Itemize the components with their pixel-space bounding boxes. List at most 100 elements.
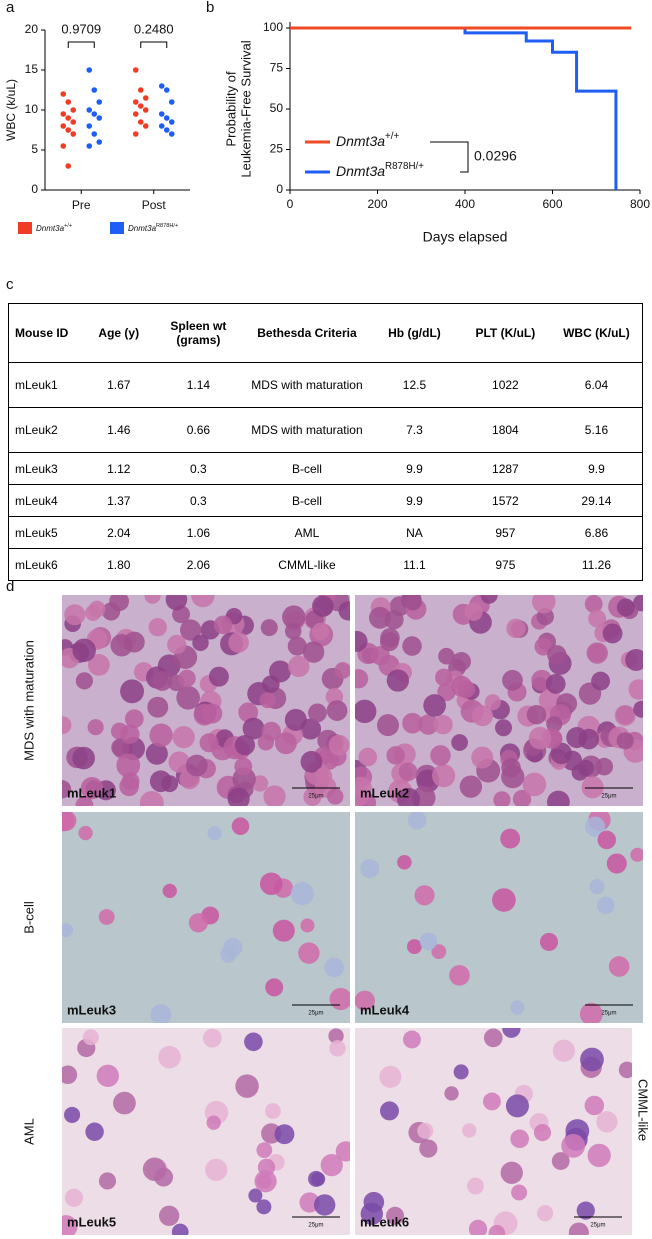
- image-label: mLeuk5: [67, 1214, 116, 1229]
- table-cell: 0.3: [151, 484, 245, 517]
- cell: [62, 812, 77, 831]
- cell: [328, 1028, 344, 1044]
- cell: [528, 726, 552, 750]
- cell: [287, 636, 307, 656]
- gene-name: Dnmt3a: [336, 133, 385, 149]
- cell: [587, 1143, 611, 1168]
- y-tick-label: 0: [31, 182, 38, 196]
- cell: [98, 909, 115, 925]
- cell: [148, 618, 167, 637]
- y-tick-label: 100: [263, 20, 283, 34]
- table-cell: 2.06: [151, 548, 245, 581]
- cell: [483, 1028, 503, 1048]
- cell: [62, 780, 72, 799]
- cell: [407, 812, 427, 830]
- panel-letter: d: [6, 578, 14, 595]
- cell: [149, 723, 173, 747]
- cell: [158, 1045, 181, 1069]
- data-point: [70, 131, 77, 137]
- x-axis-label: Days elapsed: [423, 229, 508, 245]
- genotype: +/+: [64, 223, 72, 229]
- header-cell: Spleen wt (grams): [151, 303, 245, 363]
- genotype: R878H/+: [385, 161, 424, 172]
- cell: [435, 668, 453, 687]
- table-cell: 1.14: [151, 362, 245, 408]
- cell: [550, 742, 572, 765]
- data-table: Mouse ID Age (y) Spleen wt (grams) Bethesda…: [8, 303, 643, 581]
- significance-bracket: [140, 41, 168, 48]
- cell: [417, 1122, 434, 1139]
- cell: [168, 751, 190, 773]
- table-row: mLeuk1 1.67 1.14 MDS with maturation 12.5 102…: [8, 362, 643, 408]
- cell: [566, 727, 588, 749]
- y-axis-label: Leukemia-Free Survival: [238, 40, 253, 177]
- cell: [414, 885, 435, 906]
- cell: [438, 647, 455, 665]
- cell: [185, 754, 208, 777]
- header-cell: Bethesda Criteria: [244, 303, 370, 363]
- data-point: [163, 127, 170, 133]
- table-cell: 5.16: [550, 407, 643, 453]
- cell: [288, 655, 310, 678]
- row-label: MDS with maturation: [21, 640, 36, 761]
- table-cell: 9.9: [369, 484, 460, 517]
- significance-bracket: [430, 141, 469, 173]
- cell: [510, 1129, 529, 1149]
- data-point: [132, 131, 139, 137]
- cell: [152, 670, 173, 691]
- cell: [223, 937, 243, 957]
- image-label: mLeuk4: [360, 1002, 410, 1017]
- cell: [591, 671, 611, 691]
- cell: [449, 965, 470, 986]
- cell: [88, 600, 106, 618]
- cell: [172, 726, 195, 749]
- table-cell: mLeuk6: [8, 548, 86, 581]
- table-cell: B-cell: [244, 452, 370, 485]
- cell: [113, 1091, 136, 1115]
- data-point: [137, 119, 144, 125]
- cell: [419, 932, 438, 951]
- x-tick-label: 800: [630, 197, 650, 211]
- data-point: [86, 107, 93, 113]
- cell: [64, 1188, 84, 1207]
- y-axis-label: WBC (k/uL): [4, 79, 18, 141]
- genotype: +/+: [385, 131, 399, 142]
- cell: [597, 896, 615, 915]
- cell: [139, 790, 164, 806]
- cell: [472, 705, 494, 727]
- cell: [551, 1152, 570, 1170]
- cell: [483, 1092, 501, 1111]
- cell: [263, 785, 286, 806]
- cell: [581, 776, 604, 799]
- cell: [248, 1188, 263, 1203]
- data-point: [142, 123, 149, 129]
- cell: [355, 990, 375, 1011]
- cell: [259, 872, 283, 896]
- cell: [111, 738, 130, 757]
- cell: [614, 704, 636, 726]
- data-point: [132, 99, 139, 105]
- cell: [358, 747, 378, 767]
- cell: [453, 1064, 469, 1080]
- data-point: [70, 119, 77, 125]
- scale-label: 25μm: [308, 1223, 323, 1229]
- table-cell: 0.66: [151, 407, 245, 453]
- cells: [62, 812, 350, 1023]
- cell: [256, 1142, 273, 1159]
- table-cell: 1.37: [85, 484, 152, 517]
- x-tick-label: 600: [542, 197, 562, 211]
- data-point: [158, 111, 165, 117]
- cell: [398, 762, 418, 782]
- cell: [176, 685, 200, 710]
- cell: [269, 660, 292, 683]
- cell: [505, 1094, 529, 1118]
- cell: [386, 669, 410, 692]
- data-point: [137, 103, 144, 109]
- cell: [379, 1101, 399, 1121]
- x-tick-label: 200: [367, 197, 387, 211]
- cell: [586, 642, 608, 664]
- table-cell: 1804: [459, 407, 551, 453]
- cell: [462, 1123, 477, 1138]
- cell: [547, 645, 567, 665]
- cell: [444, 1086, 459, 1101]
